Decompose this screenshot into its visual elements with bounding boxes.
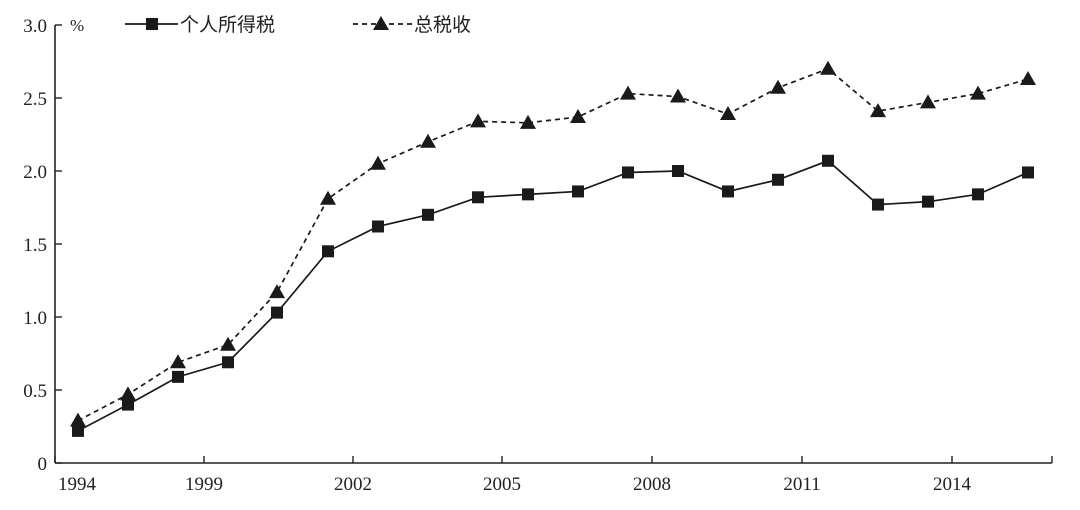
axes [54, 25, 1052, 464]
data-point-triangle [420, 133, 436, 148]
data-point-triangle [470, 113, 486, 128]
data-point-triangle [269, 284, 285, 299]
legend-marker-square [146, 18, 158, 30]
data-point-triangle [170, 354, 186, 369]
data-point-square [972, 188, 984, 201]
data-point-triangle [820, 60, 836, 75]
data-point-triangle [520, 114, 536, 129]
y-tick-label: 0 [38, 454, 48, 475]
series-total-tax [70, 60, 1036, 427]
data-point-square [271, 306, 283, 319]
data-point-triangle [970, 85, 986, 100]
data-point-square [72, 424, 84, 437]
data-point-triangle [570, 108, 586, 123]
y-axis-ticks: 0 0.5 1.0 1.5 2.0 2.5 3.0 [23, 16, 62, 475]
y-tick-label: 3.0 [23, 16, 47, 37]
x-tick-label: 2005 [483, 474, 521, 495]
data-point-triangle [720, 106, 736, 121]
x-tick-label: 2014 [933, 474, 972, 495]
data-point-square [322, 245, 334, 258]
data-point-square [722, 185, 734, 198]
series-line [77, 67, 1029, 422]
y-tick-label: 2.5 [23, 89, 47, 110]
x-tick-label: 2002 [334, 474, 372, 495]
y-axis-unit-label: % [70, 16, 84, 35]
legend-item: 总税收 [353, 14, 471, 36]
series-personal-income-tax [72, 154, 1034, 437]
series-group [70, 60, 1036, 437]
data-point-triangle [870, 103, 886, 118]
data-point-triangle [770, 79, 786, 94]
data-point-square [872, 198, 884, 211]
data-point-triangle [120, 386, 136, 401]
data-point-square [772, 173, 784, 186]
data-point-square [922, 195, 934, 208]
data-point-triangle [370, 155, 386, 170]
legend-label: 总税收 [414, 14, 471, 36]
x-tick-label: 2008 [633, 474, 671, 495]
data-point-triangle [670, 88, 686, 103]
data-point-triangle [220, 336, 236, 351]
data-point-square [822, 154, 834, 167]
legend-marker-triangle [373, 16, 389, 30]
y-tick-label: 1.5 [23, 235, 47, 256]
data-point-square [572, 185, 584, 198]
data-point-square [172, 370, 184, 383]
data-point-triangle [70, 412, 86, 427]
legend-item: 个人所得税 [125, 14, 275, 36]
data-point-triangle [320, 190, 336, 205]
x-tick-label: 2011 [783, 474, 820, 495]
x-tick-label: 1999 [185, 474, 223, 495]
x-tick-label: 1994 [58, 474, 97, 495]
data-point-triangle [620, 85, 636, 100]
data-point-square [622, 166, 634, 179]
x-axis-ticks: 1994 1999 2002 2005 2008 2011 2014 [54, 456, 1053, 495]
data-point-triangle [920, 94, 936, 109]
legend-label: 个人所得税 [180, 14, 275, 36]
data-point-triangle [1020, 71, 1036, 86]
y-tick-label: 1.0 [23, 308, 47, 329]
data-point-square [372, 220, 384, 233]
data-point-square [122, 398, 134, 411]
data-point-square [472, 191, 484, 204]
y-tick-label: 0.5 [23, 381, 47, 402]
legend: 个人所得税 总税收 [125, 14, 471, 36]
series-line [77, 159, 1029, 432]
data-point-square [422, 208, 434, 221]
data-point-square [672, 165, 684, 177]
data-point-square [1022, 166, 1034, 179]
data-point-square [222, 356, 234, 369]
y-tick-label: 2.0 [23, 162, 47, 183]
data-point-square [522, 188, 534, 201]
